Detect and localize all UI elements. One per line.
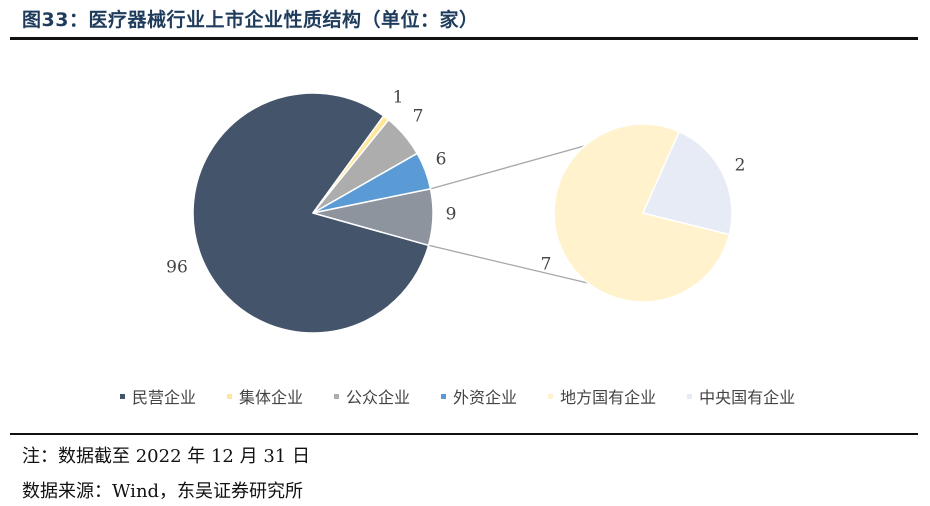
legend-item-public: 公众企业 — [334, 384, 410, 408]
secondary-slice-local_soe — [553, 123, 731, 303]
slice-value-label-private: 96 — [166, 258, 188, 278]
legend-label: 地方国有企业 — [560, 388, 657, 407]
pie-slice-private — [192, 92, 430, 334]
legend-swatch — [548, 393, 554, 399]
legend-label: 公众企业 — [346, 388, 411, 407]
connector-line-lower — [428, 244, 589, 284]
chart-title: 图33：医疗器械行业上市企业性质结构（单位：家） — [22, 9, 479, 31]
secondary-value-label-local_soe: 7 — [541, 255, 552, 275]
bottom-rule — [10, 433, 918, 435]
legend-item-local_soe: 地方国有企业 — [548, 384, 656, 408]
secondary-value-label-central_soe: 2 — [735, 156, 746, 176]
slice-value-label-foreign: 6 — [436, 150, 447, 170]
legend-item-central_soe: 中央国有企业 — [687, 384, 795, 408]
slice-value-label-collective: 1 — [393, 88, 404, 108]
legend-label: 民营企业 — [132, 388, 197, 407]
data-source-note: 数据来源：Wind，东吴证券研究所 — [22, 481, 304, 502]
legend-swatch — [227, 393, 233, 399]
legend-label: 中央国有企业 — [699, 388, 796, 407]
legend-label: 集体企业 — [239, 388, 304, 407]
legend-swatch — [687, 393, 693, 399]
legend-label: 外资企业 — [453, 388, 518, 407]
secondary-slice-central_soe — [641, 130, 733, 236]
legend-swatch — [334, 393, 340, 399]
legend-swatch — [120, 393, 125, 399]
legend-item-collective: 集体企业 — [227, 384, 303, 408]
legend-item-foreign: 外资企业 — [441, 384, 517, 408]
slice-value-label-public: 7 — [413, 107, 424, 127]
chart-legend: 民营企业 集体企业 公众企业 外资企业 地方国有企业 中央国有企业 — [120, 383, 826, 409]
connector-line-upper — [430, 145, 585, 190]
top-rule — [10, 37, 918, 40]
pie-slice-soe_total — [312, 187, 434, 247]
data-date-note: 注：数据截至 2022 年 12 月 31 日 — [22, 446, 310, 467]
legend-item-private: 民营企业 — [120, 384, 196, 408]
legend-swatch — [441, 393, 447, 399]
slice-value-label-soe_total: 9 — [446, 205, 457, 225]
